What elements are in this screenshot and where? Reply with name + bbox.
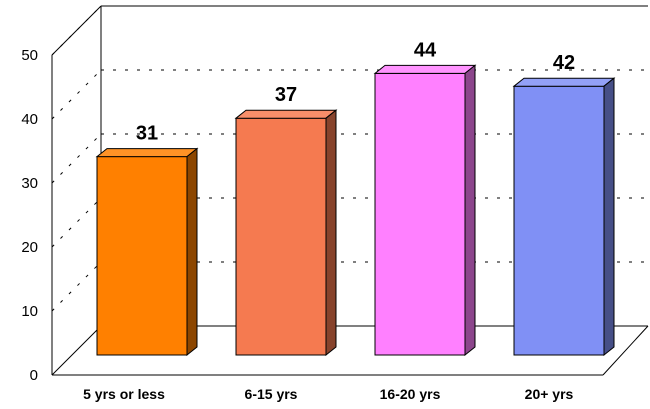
bar [95,147,199,357]
data-label: 37 [275,84,297,106]
bar [373,64,477,357]
y-tick-label: 50 [21,47,38,64]
bar-side-face [464,64,476,357]
gridline-side [51,69,102,120]
gridline-side [51,261,102,312]
y-axis-ticks: 0 10 20 30 40 50 [21,47,38,384]
bar-front-face [96,156,188,356]
y-tick-label: 0 [30,367,38,384]
bar-side-face [186,147,198,357]
bar [234,109,338,357]
bars [95,64,616,357]
bar-top-face [95,148,199,158]
bar [512,77,616,357]
category-label: 20+ yrs [525,386,574,402]
bar-front-face [513,85,605,356]
gridline-side [51,197,102,248]
data-label: 42 [553,52,575,74]
category-label: 5 yrs or less [83,386,165,402]
gridline-side [51,133,102,184]
bar-front-face [374,72,466,356]
category-label: 6-15 yrs [245,386,298,402]
bar-top-face [234,109,338,119]
bar-front-face [235,117,327,356]
data-label: 44 [414,39,437,61]
y-tick-label: 40 [21,111,38,128]
y-tick-label: 10 [21,303,38,320]
data-label: 31 [136,123,158,145]
bar-side-face [603,77,615,357]
floor-right-edge [602,325,649,376]
labels: 31 5 yrs or less 37 6-15 yrs 44 16-20 yrs 42 20… [83,39,575,402]
bar-top-face [512,77,616,87]
bar-top-face [373,64,477,74]
y-tick-label: 20 [21,239,38,256]
floor-left-edge [51,325,102,376]
bar-side-face [325,109,337,357]
left-wall-top-edge [51,5,102,56]
category-label: 16-20 yrs [380,386,441,402]
y-tick-label: 30 [21,175,38,192]
